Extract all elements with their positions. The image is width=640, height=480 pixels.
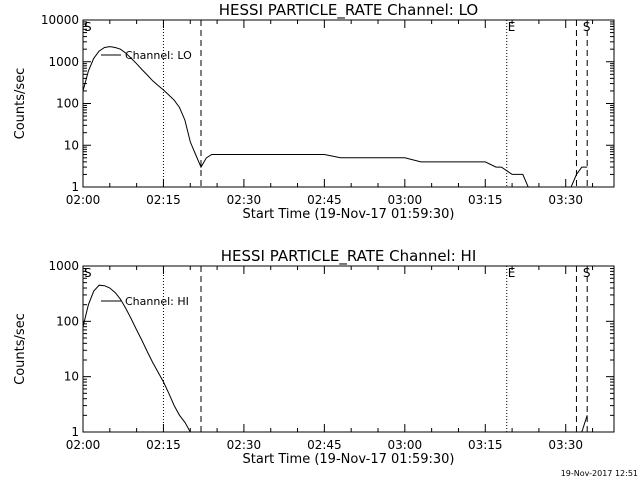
y-tick-label: 1 [71, 180, 79, 194]
y-tick-label: 10000 [41, 13, 79, 27]
x-tick-label: 02:00 [66, 438, 101, 452]
plot-frame [82, 19, 615, 188]
x-tick-label: 03:00 [388, 193, 423, 207]
chart-title: HESSI PARTICLE_RATE Channel: LO [219, 1, 478, 20]
y-tick-label: 1 [71, 425, 79, 439]
interval-marker: E [508, 20, 516, 34]
x-tick-label: 02:15 [146, 193, 181, 207]
series-line [581, 415, 588, 432]
panel-2: HESSI PARTICLE_RATE Channel: HI 02:00 02:1… [13, 247, 615, 467]
x-tick-label: 03:00 [388, 438, 423, 452]
interval-marker: E [508, 266, 516, 280]
x-tick-label: 02:30 [227, 193, 262, 207]
legend-entry: Channel: LO [125, 49, 192, 62]
series-line [570, 166, 588, 187]
x-tick-label: 02:15 [146, 438, 181, 452]
y-tick-label: 10 [64, 370, 79, 384]
chart-title: HESSI PARTICLE_RATE Channel: HI [221, 247, 477, 266]
legend-entry: Channel: HI [125, 295, 189, 308]
x-tick-label: 02:30 [227, 438, 262, 452]
panel-1: HESSI PARTICLE_RATE Channel: LO 02:00 02:1… [13, 1, 615, 222]
x-tick-label: 03:30 [548, 438, 583, 452]
x-tick-label: 02:45 [307, 193, 342, 207]
interval-marker: S [84, 266, 92, 280]
y-tick-label: 100 [56, 314, 79, 328]
x-tick-label: 02:45 [307, 438, 342, 452]
y-axis-label: Counts/sec [13, 68, 28, 140]
interval-marker: S [583, 266, 591, 280]
series-line [83, 284, 191, 432]
footer-timestamp: 19-Nov-2017 12:51 [561, 469, 638, 478]
interval-marker: S [583, 20, 591, 34]
plot-frame [82, 265, 615, 433]
x-axis-label: Start Time (19-Nov-17 01:59:30) [243, 207, 455, 222]
x-axis-label: Start Time (19-Nov-17 01:59:30) [243, 452, 455, 467]
x-tick-label: 03:30 [548, 193, 583, 207]
y-tick-label: 1000 [48, 259, 79, 273]
x-tick-label: 03:15 [468, 438, 503, 452]
interval-marker: S [84, 20, 92, 34]
x-tick-label: 03:15 [468, 193, 503, 207]
y-tick-label: 10 [64, 138, 79, 152]
y-tick-label: 100 [56, 97, 79, 111]
y-tick-label: 1000 [48, 55, 79, 69]
x-tick-label: 02:00 [66, 193, 101, 207]
series-line [83, 46, 529, 187]
y-axis-label: Counts/sec [13, 313, 28, 385]
